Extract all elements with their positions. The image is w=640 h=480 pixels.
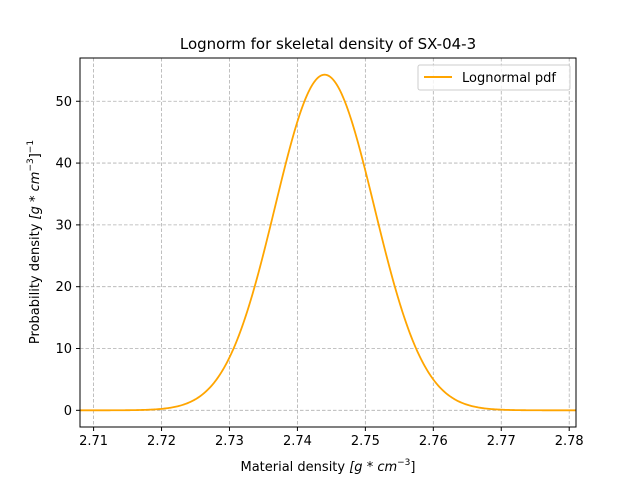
x-tick-label: 2.78 xyxy=(555,434,584,449)
y-tick-label: 0 xyxy=(64,404,72,419)
y-axis: 0 10 20 30 40 50 xyxy=(55,95,80,419)
grid xyxy=(80,58,576,427)
y-axis-title: Probability density [g * cm−3]−1 xyxy=(26,140,43,344)
legend: Lognormal pdf xyxy=(417,64,571,91)
y-tick-label: 20 xyxy=(55,280,72,295)
x-tick-label: 2.76 xyxy=(419,434,448,449)
plot-frame xyxy=(79,57,577,428)
legend-label: Lognormal pdf xyxy=(462,71,556,86)
y-tick-label: 40 xyxy=(55,157,72,172)
chart-title: Lognorm for skeletal density of SX-04-3 xyxy=(180,35,476,53)
y-tick-label: 50 xyxy=(55,95,72,110)
legend-box xyxy=(417,64,571,91)
x-tick-label: 2.74 xyxy=(283,434,312,449)
x-axis: 2.71 2.72 2.73 2.74 2.75 2.76 2.77 2.78 xyxy=(79,427,584,449)
series-layer xyxy=(80,73,576,412)
x-tick-label: 2.75 xyxy=(351,434,380,449)
series-line-lognormal-pdf xyxy=(80,73,576,412)
y-tick-label: 30 xyxy=(55,218,72,233)
x-tick-label: 2.73 xyxy=(215,434,244,449)
y-tick-label: 10 xyxy=(55,342,72,357)
x-tick-label: 2.77 xyxy=(487,434,516,449)
x-tick-label: 2.72 xyxy=(147,434,176,449)
x-tick-label: 2.71 xyxy=(79,434,108,449)
x-axis-title: Material density [g * cm−3] xyxy=(240,458,415,475)
